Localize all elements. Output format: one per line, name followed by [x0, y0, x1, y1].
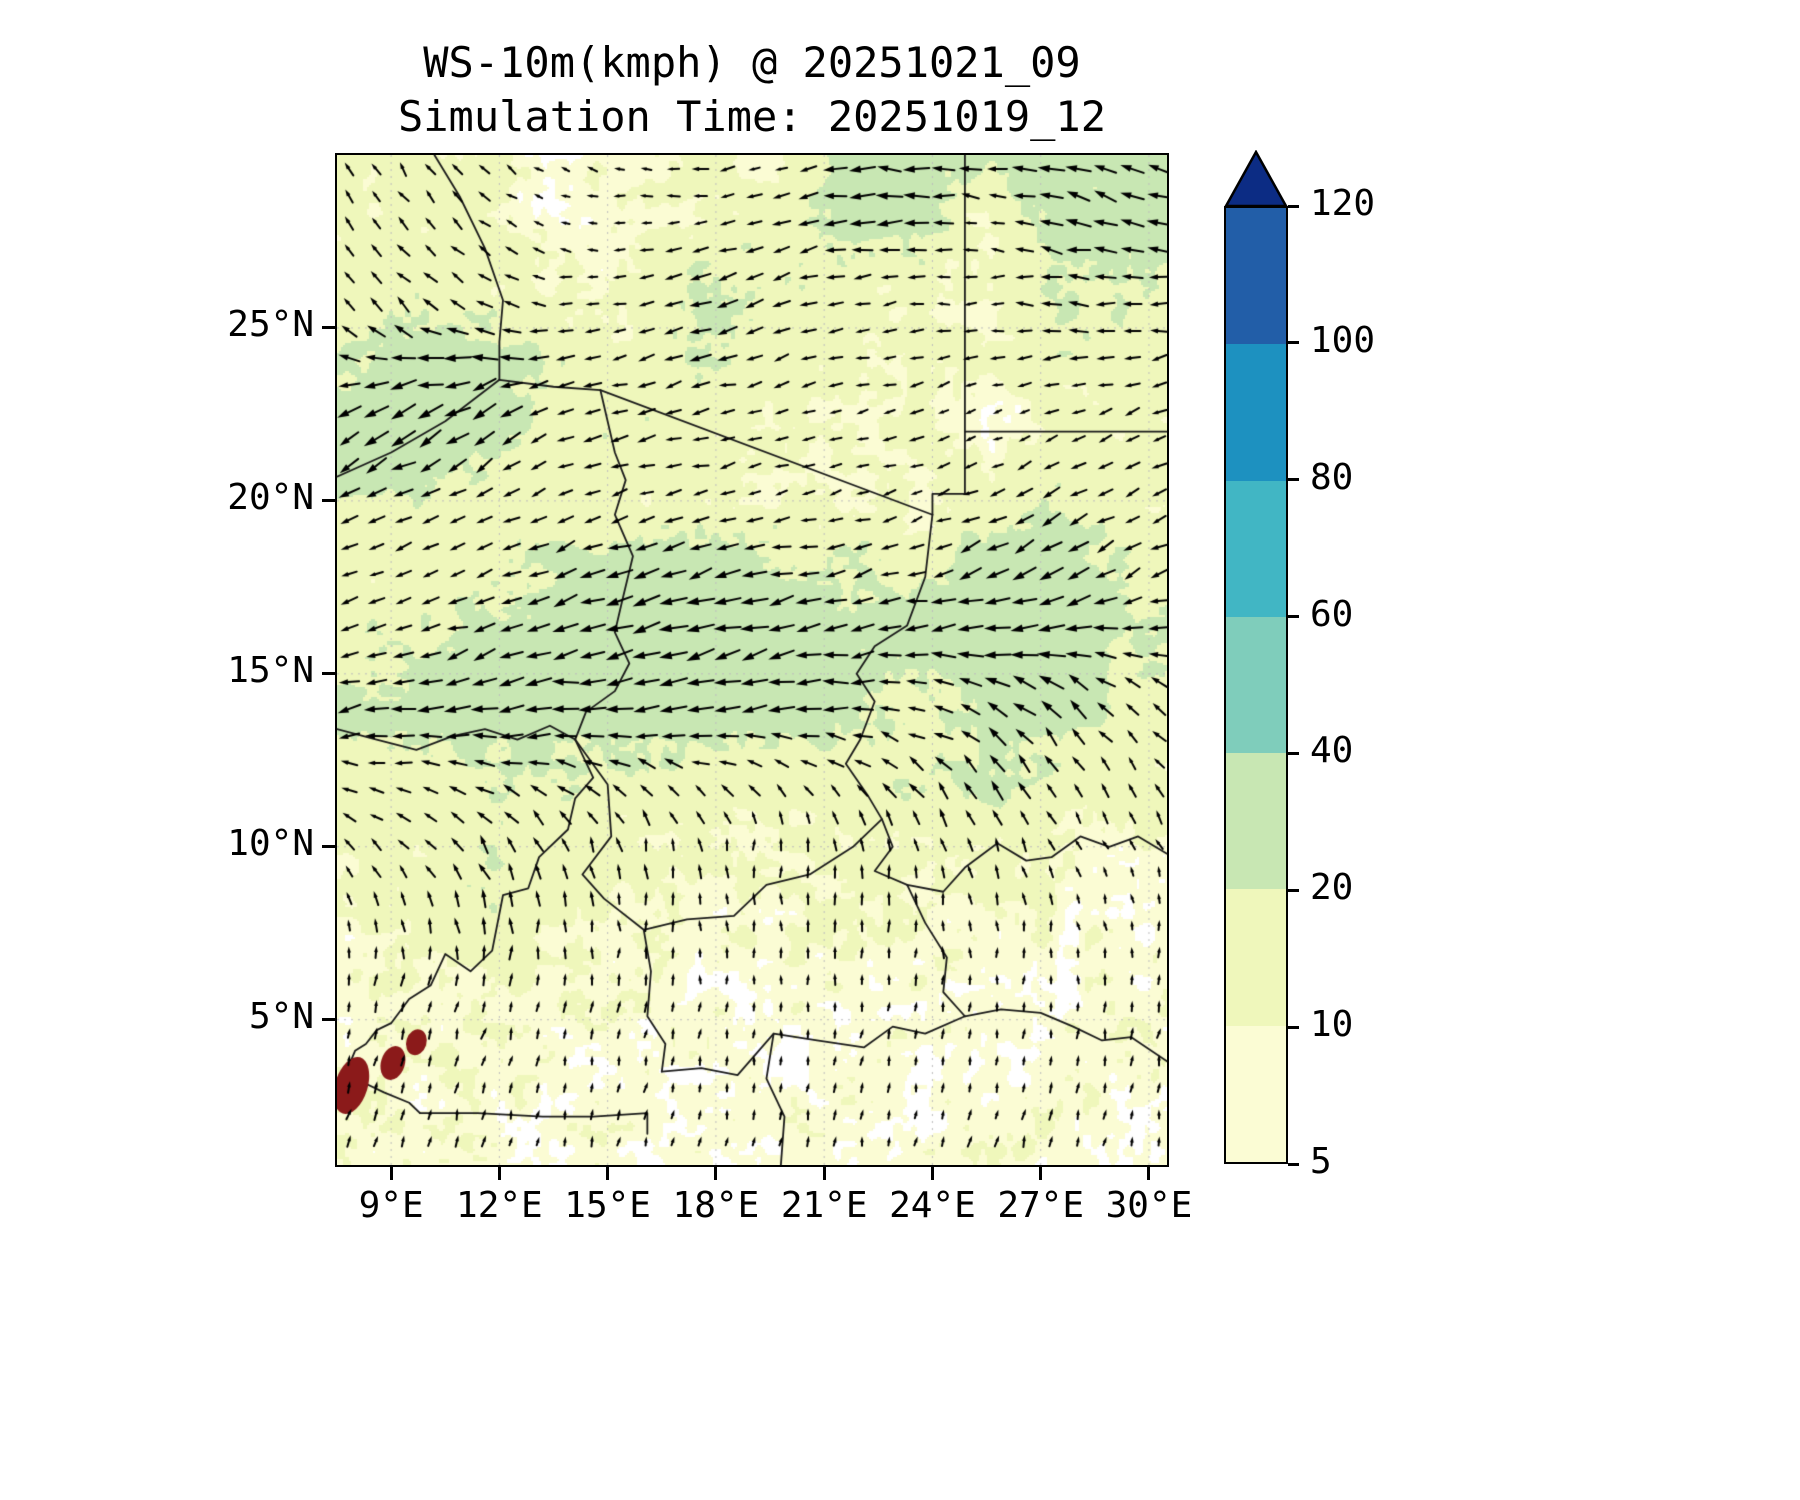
x-axis-tick-label: 30°E: [1105, 1185, 1193, 1226]
colorbar-tick-label: 20: [1310, 867, 1354, 909]
colorbar-tick: [1288, 1162, 1299, 1166]
y-axis-tick: [322, 845, 335, 849]
y-axis-tick: [322, 1018, 335, 1022]
colorbar-segment: [1226, 208, 1286, 345]
x-axis-tick: [497, 1167, 501, 1180]
colorbar-tick-label: 60: [1310, 593, 1354, 635]
x-axis-tick-label: 21°E: [780, 1185, 868, 1226]
colorbar-tick-label: 5: [1310, 1141, 1332, 1182]
chart-title: WS-10m(kmph) @ 20251021_09: [423, 38, 1081, 87]
x-axis-tick: [1039, 1167, 1043, 1180]
wind-map-canvas: [337, 155, 1167, 1165]
y-axis-tick-label: 15°N: [227, 649, 314, 691]
x-axis-tick: [389, 1167, 393, 1180]
x-axis-tick-label: 9°E: [358, 1185, 424, 1226]
x-axis-tick: [606, 1167, 610, 1180]
x-axis-tick: [1147, 1167, 1151, 1180]
y-axis-tick-label: 25°N: [227, 303, 314, 345]
colorbar-segment: [1226, 616, 1286, 754]
chart-subtitle: Simulation Time: 20251019_12: [397, 91, 1106, 141]
colorbar-segment: [1226, 1025, 1286, 1162]
colorbar-tick: [1288, 1025, 1299, 1029]
x-axis-tick-label: 27°E: [997, 1185, 1085, 1226]
colorbar-tick-label: 120: [1310, 183, 1376, 224]
y-axis-tick: [322, 326, 335, 330]
map-plot-area: [335, 153, 1169, 1167]
colorbar-tick: [1288, 341, 1299, 345]
colorbar-tick: [1288, 478, 1299, 482]
colorbar-rect: [1224, 206, 1288, 1164]
y-axis-tick-label: 5°N: [248, 995, 314, 1037]
x-axis-tick: [714, 1167, 718, 1180]
x-axis-tick: [822, 1167, 826, 1180]
colorbar-tick: [1288, 204, 1299, 208]
colorbar-segment: [1226, 344, 1286, 481]
colorbar-extend-arrow: [1224, 150, 1288, 208]
x-axis-tick-label: 15°E: [564, 1185, 651, 1226]
colorbar-tick: [1288, 888, 1299, 892]
y-axis-tick-label: 10°N: [227, 822, 314, 864]
colorbar-tick-label: 40: [1310, 730, 1354, 772]
y-axis-tick: [322, 672, 335, 676]
colorbar-tick: [1288, 751, 1299, 755]
colorbar-tick-label: 100: [1310, 319, 1376, 361]
colorbar-segment: [1226, 753, 1286, 890]
y-axis-tick-label: 20°N: [227, 476, 314, 518]
colorbar-segment: [1226, 480, 1286, 617]
colorbar-segment: [1226, 889, 1286, 1026]
x-axis-tick-label: 12°E: [456, 1185, 543, 1226]
x-axis-tick-label: 18°E: [672, 1185, 760, 1226]
colorbar-tick-label: 10: [1310, 1004, 1354, 1046]
colorbar-tick-label: 80: [1310, 456, 1354, 498]
y-axis-tick: [322, 499, 335, 503]
x-axis-tick: [930, 1167, 934, 1180]
x-axis-tick-label: 24°E: [889, 1185, 976, 1226]
title-block: WS-10m(kmph) @ 20251021_09 Simulation Ti…: [337, 36, 1167, 144]
colorbar-tick: [1288, 615, 1299, 619]
